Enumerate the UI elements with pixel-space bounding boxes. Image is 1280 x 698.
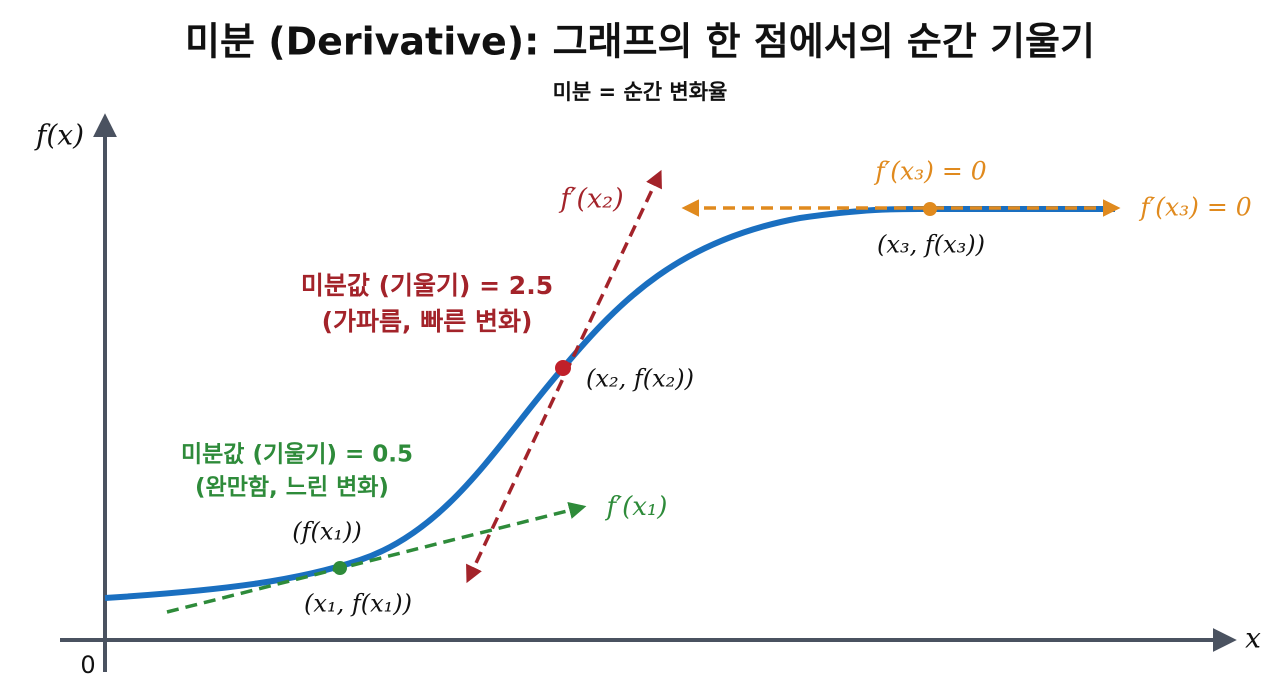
slope-note: (완만함, 느린 변화) — [195, 475, 389, 501]
x-axis-label: x — [1245, 622, 1261, 655]
point-label: (f(x₁)) — [292, 518, 362, 546]
tangent-label: f′(x₁) — [605, 492, 668, 522]
y-axis-label: f(x) — [34, 119, 84, 152]
slope-note: (가파름, 빠른 변화) — [322, 307, 533, 336]
slope-text: 미분값 (기울기) = 0.5 — [181, 442, 413, 468]
point — [333, 561, 347, 575]
origin-label: 0 — [80, 651, 95, 679]
subtitle: 미분 = 순간 변화율 — [553, 80, 728, 104]
point-label: (x₃, f(x₃)) — [877, 231, 985, 259]
slope-text: 미분값 (기울기) = 2.5 — [301, 271, 553, 300]
point-label: (x₂, f(x₂)) — [586, 365, 694, 393]
tangent-label: f′(x₃) = 0 — [873, 157, 986, 186]
point — [555, 360, 571, 376]
tangent-line — [166, 501, 587, 614]
point-label: (x₁, f(x₁)) — [304, 590, 412, 618]
curve — [104, 205, 1115, 601]
tangent-label: f′(x₂) — [558, 184, 623, 215]
tangent-label: f′(x₃) = 0 — [1138, 193, 1251, 222]
point — [923, 202, 937, 216]
title: 미분 (Derivative): 그래프의 한 점에서의 순간 기울기 — [185, 20, 1095, 64]
